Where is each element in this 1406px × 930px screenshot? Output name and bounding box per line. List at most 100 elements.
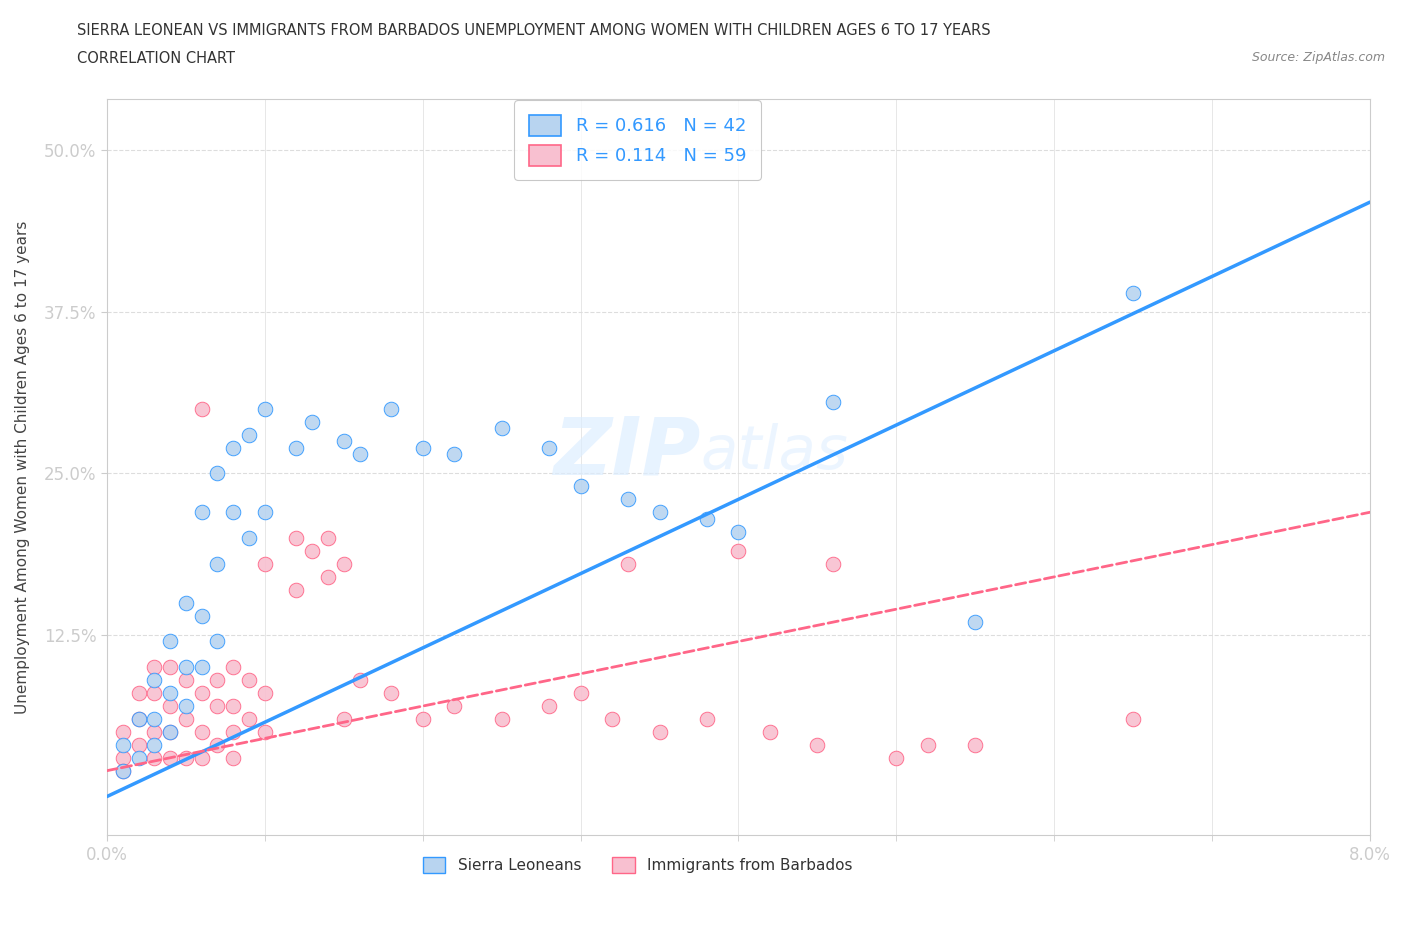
Point <box>253 685 276 700</box>
Point <box>222 440 245 455</box>
Point <box>174 660 197 675</box>
Point <box>222 698 245 713</box>
Point <box>253 556 276 571</box>
Point <box>648 505 671 520</box>
Point <box>917 737 939 752</box>
Point <box>491 420 513 435</box>
Point <box>301 543 323 558</box>
Point <box>143 751 166 765</box>
Point <box>111 764 134 778</box>
Legend: Sierra Leoneans, Immigrants from Barbados: Sierra Leoneans, Immigrants from Barbado… <box>416 851 859 879</box>
Point <box>285 582 308 597</box>
Point <box>238 672 260 687</box>
Point <box>111 751 134 765</box>
Point <box>285 440 308 455</box>
Point <box>696 711 718 726</box>
Point <box>143 660 166 675</box>
Point <box>159 685 181 700</box>
Point <box>207 698 229 713</box>
Text: Source: ZipAtlas.com: Source: ZipAtlas.com <box>1251 51 1385 64</box>
Point <box>174 672 197 687</box>
Point <box>174 711 197 726</box>
Y-axis label: Unemployment Among Women with Children Ages 6 to 17 years: Unemployment Among Women with Children A… <box>15 220 30 713</box>
Point <box>349 672 371 687</box>
Text: SIERRA LEONEAN VS IMMIGRANTS FROM BARBADOS UNEMPLOYMENT AMONG WOMEN WITH CHILDRE: SIERRA LEONEAN VS IMMIGRANTS FROM BARBAD… <box>77 23 991 38</box>
Point <box>222 660 245 675</box>
Point <box>222 505 245 520</box>
Point <box>823 395 845 410</box>
Point <box>238 531 260 546</box>
Point <box>569 685 592 700</box>
Point <box>1122 286 1144 300</box>
Point <box>143 685 166 700</box>
Point <box>600 711 623 726</box>
Point <box>333 711 356 726</box>
Point <box>965 737 987 752</box>
Point <box>759 724 782 739</box>
Point <box>238 427 260 442</box>
Point <box>696 512 718 526</box>
Point <box>412 711 434 726</box>
Point <box>333 556 356 571</box>
Point <box>128 711 150 726</box>
Point <box>190 685 212 700</box>
Point <box>412 440 434 455</box>
Point <box>349 446 371 461</box>
Point <box>806 737 828 752</box>
Point <box>443 698 465 713</box>
Point <box>143 672 166 687</box>
Point <box>190 724 212 739</box>
Point <box>190 505 212 520</box>
Point <box>727 525 749 539</box>
Point <box>285 531 308 546</box>
Point <box>143 711 166 726</box>
Point <box>159 634 181 649</box>
Point <box>648 724 671 739</box>
Point <box>128 737 150 752</box>
Point <box>159 698 181 713</box>
Point <box>174 751 197 765</box>
Point <box>207 634 229 649</box>
Point <box>190 402 212 417</box>
Point <box>111 764 134 778</box>
Text: ZIP: ZIP <box>553 413 700 491</box>
Point <box>253 505 276 520</box>
Point <box>380 685 402 700</box>
Point <box>537 440 560 455</box>
Point <box>238 711 260 726</box>
Point <box>190 608 212 623</box>
Point <box>159 660 181 675</box>
Point <box>222 724 245 739</box>
Point <box>569 479 592 494</box>
Point <box>316 531 339 546</box>
Point <box>443 446 465 461</box>
Point <box>207 737 229 752</box>
Point <box>174 698 197 713</box>
Point <box>537 698 560 713</box>
Point <box>617 556 640 571</box>
Point <box>128 685 150 700</box>
Point <box>111 724 134 739</box>
Point <box>128 711 150 726</box>
Point <box>190 751 212 765</box>
Point <box>207 672 229 687</box>
Point <box>965 615 987 630</box>
Point <box>727 543 749 558</box>
Point <box>207 466 229 481</box>
Point <box>1122 711 1144 726</box>
Point <box>617 492 640 507</box>
Point <box>111 737 134 752</box>
Point <box>491 711 513 726</box>
Point <box>143 737 166 752</box>
Point <box>159 724 181 739</box>
Point <box>301 415 323 430</box>
Point <box>159 724 181 739</box>
Point <box>823 556 845 571</box>
Point <box>128 751 150 765</box>
Point <box>333 433 356 448</box>
Text: CORRELATION CHART: CORRELATION CHART <box>77 51 235 66</box>
Point <box>159 751 181 765</box>
Point <box>886 751 908 765</box>
Text: atlas: atlas <box>700 423 848 482</box>
Point <box>253 402 276 417</box>
